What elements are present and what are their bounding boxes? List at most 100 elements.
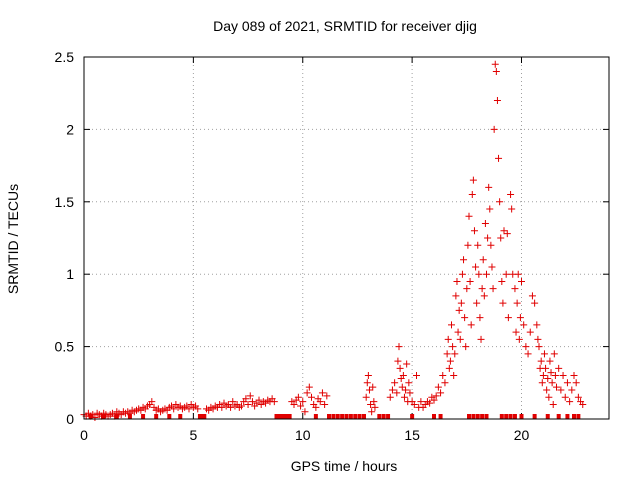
zero-level-marker xyxy=(484,414,489,419)
zero-level-marker xyxy=(377,414,382,419)
data-point xyxy=(503,230,511,238)
data-point xyxy=(194,405,202,413)
data-point xyxy=(370,398,378,406)
data-point xyxy=(238,402,245,410)
data-point xyxy=(546,357,554,365)
y-tick-label: 1 xyxy=(66,266,74,282)
data-point xyxy=(526,328,534,336)
data-point xyxy=(398,383,406,391)
data-point xyxy=(469,176,477,184)
x-axis-label: GPS time / hours xyxy=(291,458,398,474)
data-point xyxy=(540,350,548,358)
zero-level-marker xyxy=(200,414,205,419)
zero-level-marker xyxy=(331,414,336,419)
data-point xyxy=(388,386,396,394)
zero-level-marker xyxy=(432,414,436,419)
zero-level-marker xyxy=(545,414,550,419)
data-point xyxy=(303,389,311,397)
grid xyxy=(84,57,609,419)
zero-level-marker xyxy=(88,414,93,419)
data-point xyxy=(413,372,420,380)
data-point xyxy=(473,299,481,307)
data-point xyxy=(537,357,545,365)
data-point xyxy=(460,256,468,264)
data-point xyxy=(91,414,99,422)
x-tick-label: 10 xyxy=(295,427,311,443)
data-point xyxy=(400,393,408,401)
zero-level-marker xyxy=(287,414,292,419)
data-point xyxy=(574,393,582,401)
data-point xyxy=(477,335,485,343)
data-point xyxy=(218,403,226,411)
zero-level-marker xyxy=(127,414,132,419)
data-point xyxy=(472,263,480,271)
axis-ticks xyxy=(83,56,609,420)
y-tick-label: 2.5 xyxy=(55,49,75,65)
data-point xyxy=(368,408,376,416)
zero-level-marker xyxy=(313,414,318,419)
data-series xyxy=(80,60,587,422)
data-point xyxy=(255,396,263,404)
y-tick-label: 0.5 xyxy=(55,339,75,355)
zero-level-marker xyxy=(532,414,537,419)
x-tick-label: 5 xyxy=(189,427,197,443)
data-point xyxy=(515,335,523,343)
data-point xyxy=(487,241,495,249)
x-tick-label: 0 xyxy=(80,427,88,443)
data-point xyxy=(457,299,465,307)
data-point xyxy=(453,277,461,285)
zero-level-marker xyxy=(519,414,524,419)
data-point xyxy=(495,154,503,162)
data-point xyxy=(227,403,235,411)
data-point xyxy=(500,227,508,235)
y-tick-label: 0 xyxy=(66,411,74,427)
data-point xyxy=(308,393,315,401)
data-point xyxy=(497,234,505,242)
zero-level-marker xyxy=(512,414,517,419)
data-point xyxy=(445,364,453,372)
data-point xyxy=(524,350,532,358)
data-point xyxy=(493,96,501,104)
data-point xyxy=(549,401,557,409)
data-point xyxy=(323,392,331,400)
zero-level-marker xyxy=(467,414,471,419)
data-point xyxy=(244,401,252,409)
data-point xyxy=(553,383,560,391)
data-point xyxy=(316,398,324,406)
zero-level-marker xyxy=(340,414,345,419)
data-point xyxy=(514,270,522,278)
zero-level-marker xyxy=(381,414,386,419)
data-point xyxy=(450,372,458,380)
chart-title: Day 089 of 2021, SRMTID for receiver dji… xyxy=(213,18,477,34)
data-point xyxy=(437,389,445,397)
data-point xyxy=(486,205,494,213)
data-point xyxy=(547,369,555,377)
data-point xyxy=(542,364,550,372)
data-point xyxy=(464,241,472,249)
data-point xyxy=(312,403,320,411)
zero-level-marker xyxy=(572,414,576,419)
data-point xyxy=(516,314,524,322)
data-point xyxy=(386,393,394,401)
data-point xyxy=(399,372,407,380)
data-point xyxy=(229,398,237,406)
zero-level-marker xyxy=(335,414,340,419)
zero-level-marker xyxy=(353,414,358,419)
zero-level-marker xyxy=(480,414,485,419)
data-point xyxy=(485,183,493,191)
data-point xyxy=(462,343,470,351)
data-point xyxy=(551,372,559,380)
data-point xyxy=(270,398,278,406)
zero-level-marker xyxy=(141,414,146,419)
zero-level-marker xyxy=(101,414,106,419)
data-point xyxy=(513,299,521,307)
zero-level-marker xyxy=(471,414,476,419)
zero-level-marker xyxy=(276,414,281,419)
zero-level-marker xyxy=(281,414,286,419)
data-point xyxy=(522,343,530,351)
data-point xyxy=(528,292,536,300)
data-point xyxy=(484,234,492,242)
data-point xyxy=(463,285,471,293)
zero-level-marker xyxy=(565,414,570,419)
data-point xyxy=(491,60,499,68)
